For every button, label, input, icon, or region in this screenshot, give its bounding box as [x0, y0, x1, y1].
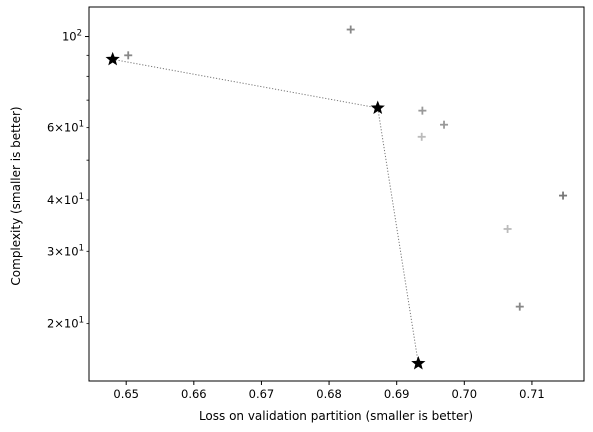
y-tick-label: 102 — [62, 29, 82, 44]
candidate-point — [346, 25, 355, 34]
candidate-point — [124, 51, 133, 60]
y-axis-label: Complexity (smaller is better) — [9, 106, 23, 285]
candidate-point — [559, 191, 568, 200]
pareto-front-point — [370, 100, 385, 115]
y-tick-label: 6×101 — [47, 120, 84, 135]
axes: 0.65 0.66 0.67 0.68 0.69 0.70 0.71 2×101 3×101 4×… — [47, 6, 585, 401]
y-tick-label: 4×101 — [47, 192, 84, 207]
x-tick-label: 0.69 — [384, 387, 410, 401]
pareto-front-point — [411, 355, 426, 370]
x-axis-label: Loss on validation partition (smaller is… — [199, 409, 473, 423]
candidate-point — [417, 132, 426, 141]
candidate-point — [503, 224, 512, 233]
y-tick-label: 2×101 — [47, 316, 84, 331]
x-tick-label: 0.65 — [113, 387, 139, 401]
pareto-front-point — [105, 51, 120, 66]
x-tick-label: 0.68 — [316, 387, 342, 401]
x-tick-label: 0.71 — [519, 387, 545, 401]
y-tick-label: 3×101 — [47, 243, 84, 258]
x-tick-label: 0.66 — [181, 387, 207, 401]
candidate-point — [515, 302, 524, 311]
x-tick-label: 0.70 — [452, 387, 478, 401]
pareto-front-line — [112, 58, 419, 364]
x-tick-label: 0.67 — [249, 387, 275, 401]
plot-area — [105, 25, 568, 370]
plot-frame — [88, 6, 585, 382]
candidate-point — [418, 106, 427, 115]
candidate-point — [440, 120, 449, 129]
